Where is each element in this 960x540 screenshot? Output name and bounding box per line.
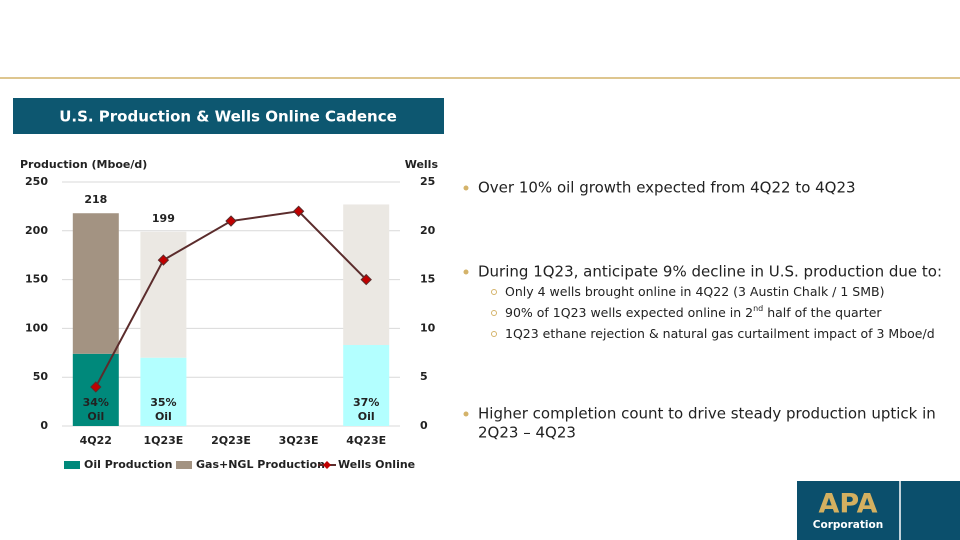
x-tick-label: 3Q23E xyxy=(279,434,319,447)
title: U.S. Production & Wells Online Cadence xyxy=(59,108,397,126)
x-tick-label: 4Q23E xyxy=(346,434,386,447)
sub-bullet-text: Only 4 wells brought online in 4Q22 (3 A… xyxy=(505,284,884,299)
sub-text: half of the quarter xyxy=(763,305,882,320)
bullet-dot xyxy=(463,269,469,275)
bar xyxy=(72,213,119,354)
bar xyxy=(140,231,187,358)
bullet-text: 2Q23 – 4Q23 xyxy=(478,424,576,442)
y-tick-label: 150 xyxy=(25,273,48,286)
x-tick-label: 1Q23E xyxy=(143,434,183,447)
sub-text: 1Q23 ethane rejection & natural gas curt… xyxy=(505,326,935,341)
share-label: 35% xyxy=(150,396,176,409)
x-tick-label: 2Q23E xyxy=(211,434,251,447)
y-tick-label: 0 xyxy=(40,419,48,432)
legend-swatch xyxy=(323,461,331,469)
legend-label: Wells Online xyxy=(338,458,415,471)
share-caption: Oil xyxy=(358,410,375,423)
sub-bullet-text: 1Q23 ethane rejection & natural gas curt… xyxy=(505,326,935,341)
marker xyxy=(225,215,237,227)
bullet-dot xyxy=(463,185,469,191)
title-box xyxy=(13,98,444,134)
y2-tick-label: 25 xyxy=(420,175,435,188)
x-tick-label: 4Q22 xyxy=(80,434,112,447)
y2-tick-label: 20 xyxy=(420,224,436,237)
total-label: 218 xyxy=(84,193,107,206)
legend-swatch xyxy=(64,461,80,469)
sub-bullet xyxy=(491,289,497,295)
marker xyxy=(157,254,170,266)
y2-tick-label: 15 xyxy=(420,273,435,286)
share-label: 34% xyxy=(83,396,109,409)
share-label: 37% xyxy=(353,396,379,409)
marker xyxy=(292,205,305,217)
logo-name: APA xyxy=(818,489,877,520)
bullet-text: During 1Q23, anticipate 9% decline in U.… xyxy=(478,263,942,281)
y2-tick-label: 5 xyxy=(420,370,428,383)
superscript: nd xyxy=(753,304,763,313)
logo-sub: Corporation xyxy=(813,519,883,531)
marker xyxy=(90,381,102,393)
y-tick-label: 250 xyxy=(25,175,48,188)
share-caption: Oil xyxy=(155,410,172,423)
y-tick-label: 200 xyxy=(25,224,48,237)
share-caption: Oil xyxy=(87,410,104,423)
bar xyxy=(343,344,390,426)
y2-tick-label: 0 xyxy=(420,419,428,432)
legend-swatch xyxy=(176,461,192,469)
total-label: 199 xyxy=(152,212,175,225)
sub-bullet-text: 90% of 1Q23 wells expected online in 2nd… xyxy=(505,304,882,320)
y-tick-label: 100 xyxy=(25,321,48,334)
y-axis-title: Production (Mboe/d) xyxy=(20,158,147,171)
legend-label: Oil Production xyxy=(84,458,172,471)
marker xyxy=(360,273,372,286)
y2-tick-label: 10 xyxy=(420,321,436,334)
sub-bullet xyxy=(491,331,497,337)
logo-box xyxy=(797,481,960,540)
sub-text: 90% of 1Q23 wells expected online in 2 xyxy=(505,305,753,320)
y2-axis-title: Wells xyxy=(405,158,439,171)
bullet-text: Higher completion count to drive steady … xyxy=(478,405,936,423)
bar xyxy=(140,357,187,426)
legend-label: Gas+NGL Production xyxy=(196,458,325,471)
y-tick-label: 50 xyxy=(33,370,49,383)
sub-bullet xyxy=(491,310,497,316)
bullet-text: Over 10% oil growth expected from 4Q22 t… xyxy=(478,179,856,197)
bullet-dot xyxy=(463,411,469,417)
sub-text: Only 4 wells brought online in 4Q22 (3 A… xyxy=(505,284,884,299)
